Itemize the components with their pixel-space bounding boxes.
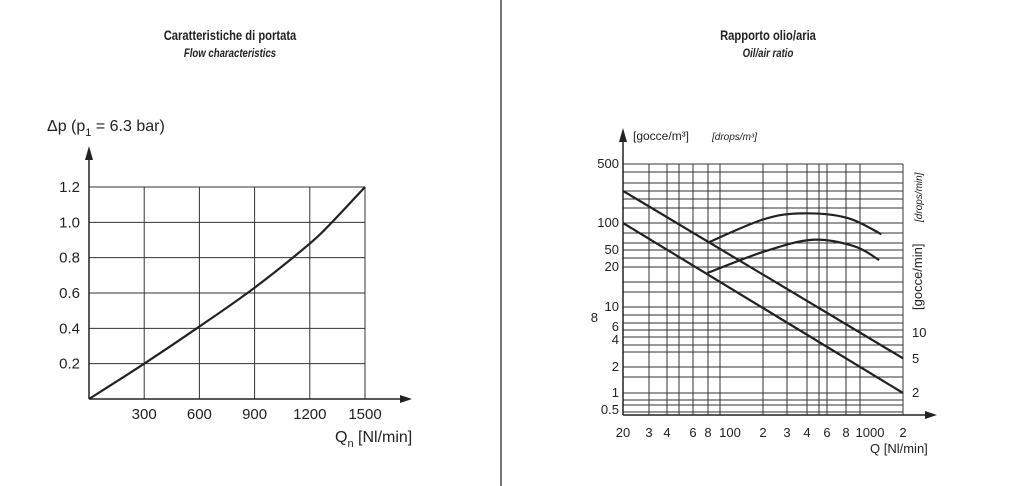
x-tick-label: 1200 — [293, 406, 326, 423]
x-tick-label: 4 — [663, 425, 670, 440]
x-tick-label: 3 — [783, 425, 790, 440]
ratio-curve-2 — [622, 222, 904, 394]
ratio-curve-4 — [706, 238, 880, 275]
y-tick-label: 0.6 — [59, 285, 80, 302]
left-chart-subtitle: Flow characteristics — [183, 46, 277, 60]
right-chart-subtitle: Oil/air ratio — [742, 46, 794, 60]
y-tick-label-left: 1 — [612, 385, 619, 400]
y-tick-label: 0.2 — [59, 356, 80, 373]
left-ylabel: Δp (p1 = 6.3 bar) — [47, 118, 165, 139]
y-tick-label-right: 5 — [912, 351, 919, 366]
x-tick-label: 20 — [616, 425, 630, 440]
right-chart: 20 3 4 6 8 100 2 3 4 6 8 1000 2500100502010864210.51… — [591, 128, 937, 440]
x-axis-arrow — [925, 411, 937, 419]
x-tick-label: 2 — [899, 425, 906, 440]
x-tick-label: 2 — [759, 425, 766, 440]
y-tick-label: 1.0 — [59, 214, 80, 231]
y-tick-label: 0.4 — [59, 320, 80, 337]
right-chart-title-main: Rapporto olio/aria — [720, 27, 816, 43]
left-xlabel: Qn [Nl/min] — [335, 429, 412, 450]
y-tick-label-left: 100 — [597, 215, 619, 230]
y-tick-label-left: 50 — [605, 242, 619, 257]
y-tick-label-left: 0.5 — [601, 402, 619, 417]
flow-curve — [88, 186, 366, 400]
x-tick-label: 6 — [689, 425, 696, 440]
right-ylabel: [gocce/m³] — [633, 129, 689, 143]
ratio-curve-3 — [706, 212, 882, 244]
x-tick-label: 300 — [132, 406, 157, 423]
y-tick-label: 0.8 — [59, 250, 80, 267]
left-chart-title: Caratteristiche di portata Flow characte… — [80, 27, 380, 60]
x-tick-label: 4 — [803, 425, 810, 440]
x-tick-label: 100 — [719, 425, 741, 440]
y-tick-label-left: 6 — [612, 319, 619, 334]
ratio-curve-1 — [622, 189, 904, 360]
x-tick-label: 6 — [823, 425, 830, 440]
x-tick-label: 3 — [645, 425, 652, 440]
right-chart-title: Rapporto olio/aria Oil/air ratio — [618, 27, 918, 60]
x-tick-label: 900 — [242, 406, 267, 423]
right-ylabel-right: [gocce/min] — [910, 244, 925, 310]
y-tick-label-left: 10 — [605, 299, 619, 314]
x-tick-label: 8 — [842, 425, 849, 440]
x-tick-label: 1000 — [856, 425, 885, 440]
y-axis-arrow — [619, 128, 627, 142]
panel-divider — [500, 0, 502, 486]
left-chart: 300 600 900 1200 1500 0.2 0.4 0.6 0.8 1.0 1.2 — [59, 146, 412, 423]
y-tick-label-right: 2 — [912, 385, 919, 400]
right-xlabel: Q [Nl/min] — [870, 441, 928, 456]
y-tick-label-left: 4 — [612, 332, 619, 347]
x-tick-label: 600 — [187, 406, 212, 423]
y-axis-arrow — [85, 146, 93, 160]
y-tick-label: 1.2 — [59, 179, 80, 196]
right-ylabel-right-en: [drops/min] — [914, 172, 925, 223]
x-axis-arrow — [400, 395, 412, 403]
x-tick-label: 1500 — [348, 406, 381, 423]
y-tick-label-left: 2 — [612, 359, 619, 374]
y-tick-label-left: 8 — [591, 310, 598, 325]
y-tick-label-left: 500 — [597, 156, 619, 171]
y-tick-label-left: 20 — [605, 259, 619, 274]
x-tick-label: 8 — [704, 425, 711, 440]
left-chart-title-main: Caratteristiche di portata — [163, 27, 297, 43]
y-tick-label-right: 10 — [912, 325, 926, 340]
right-ylabel-en: [drops/m³] — [711, 132, 757, 143]
